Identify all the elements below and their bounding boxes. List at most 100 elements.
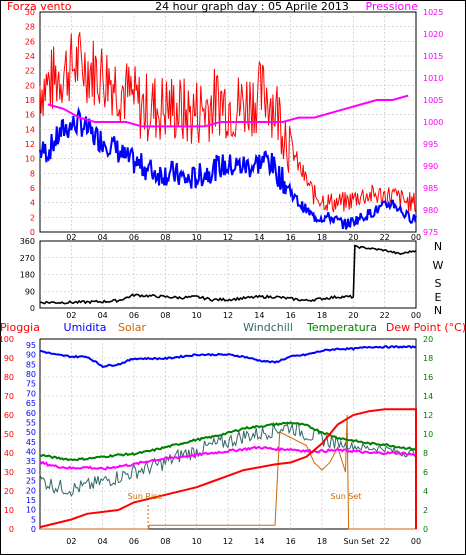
pressure-line [47,94,409,128]
humidity-tick-label: 50 [26,428,36,437]
temp-tick-label: 8 [423,449,428,458]
rain-tick-label: 0 [9,525,14,534]
sun-annotations: Sun Rise Sun Set [128,492,362,529]
compass-label: E [435,291,442,304]
wind-tick-label: 12 [25,140,35,149]
humidity-tick-label: 5 [31,515,36,524]
rain-tick-label: 10 [4,506,14,515]
temp-series [39,345,417,530]
rain-tick-label: 60 [4,411,14,420]
x-tick-label: 04 [98,311,108,320]
humidity-tick-label: 35 [26,457,36,466]
legend-item: Windchill [243,321,293,334]
x-tick-label: 10 [192,233,202,242]
x-tick-label: 22 [380,233,390,242]
pressure-tick-label: 975 [423,228,438,237]
direction-tick-label: 0 [30,304,35,313]
wind-tick-label: 24 [25,52,35,61]
direction-line [39,244,417,305]
humidity-tick-label: 65 [26,399,36,408]
temp-tick-label: 16 [423,373,433,382]
wind-tick-label: 14 [25,125,35,134]
sunrise-label: Sun Rise [128,492,163,501]
humidity-tick-label: 80 [26,370,36,379]
compass-label: N [434,304,442,317]
sunset-label: Sun Set [331,492,362,501]
pressure-tick-label: 1015 [423,52,443,61]
x-tick-label: 22 [380,311,390,320]
humidity-tick-label: 10 [26,506,36,515]
dewpoint-line [39,445,417,471]
x-tick-label: 06 [129,537,139,546]
wind-tick-label: 22 [25,67,35,76]
legend-item: Temperatura [306,321,377,334]
compass-label: N [434,240,442,253]
pressure-tick-label: 990 [423,162,438,171]
temp-tick-label: 18 [423,354,433,363]
x-tick-label: 08 [160,311,170,320]
direction-tick-label: 270 [20,254,35,263]
wind-tick-label: 30 [25,8,35,17]
temperature-line [39,421,417,462]
wind-line [39,106,417,230]
humidity-tick-label: 25 [26,477,36,486]
humidity-tick-label: 95 [26,341,36,350]
rain-tick-label: 70 [4,392,14,401]
x-tick-label: 06 [129,233,139,242]
rain-tick-label: 50 [4,430,14,439]
x-tick-label: 18 [317,233,327,242]
x-tick-label: 08 [160,537,170,546]
humidity-tick-label: 20 [26,486,36,495]
x-tick-label: 12 [223,537,233,546]
temp-tick-label: 2 [423,506,428,515]
direction-plot-grid [40,241,416,308]
x-tick-label: 18 [317,311,327,320]
rain-tick-label: 40 [4,449,14,458]
wind-tick-label: 4 [30,199,35,208]
pressure-tick-label: 1020 [423,30,443,39]
rain-tick-label: 30 [4,468,14,477]
wind-series [39,32,417,230]
x-tick-label: 04 [98,233,108,242]
pressure-tick-label: 980 [423,206,438,215]
rain-line [39,408,417,529]
pressure-tick-label: 995 [423,140,438,149]
pressure-tick-label: 1025 [423,8,443,17]
x-tick-label: 00 [411,311,421,320]
x-tick-label: 14 [254,311,264,320]
legend-item: Pioggia [0,321,40,334]
x-tick-label: 14 [254,537,264,546]
temp-x-ticks: 02 04 06 08 10 12 14 16 18 22 00 Sun Set [66,537,421,546]
wind-axis-title: Forza vento [7,0,72,13]
direction-tick-label: 90 [25,287,35,296]
direction-axis-ticks: 0 90 180 270 360 [20,237,35,313]
direction-tick-label: 180 [20,271,35,280]
humidity-tick-label: 45 [26,438,36,447]
temp-axis-ticks: 0 2 4 6 8 10 12 14 16 18 20 [423,335,433,534]
x-tick-label: 02 [66,233,76,242]
humidity-line [39,345,417,368]
direction-tick-label: 360 [20,237,35,246]
wind-tick-label: 16 [25,111,35,120]
x-tick-label: 02 [66,311,76,320]
legend: Pioggia Umidita Solar Windchill Temperatura D… [0,321,466,334]
pressure-axis-ticks: 975 980 985 990 995 1000 1005 1010 1015 1020 1025 [423,8,443,237]
humidity-tick-label: 90 [26,351,36,360]
temp-tick-label: 4 [423,487,428,496]
temp-tick-label: 20 [423,335,433,344]
wind-tick-label: 2 [30,213,35,222]
compass-label: S [435,277,442,290]
direction-series [39,244,417,305]
humidity-tick-label: 30 [26,467,36,476]
chart-title: 24 hour graph day : 05 Aprile 2013 [155,0,349,13]
legend-item: Dew Point (°C) [386,321,466,334]
wind-tick-label: 6 [30,184,35,193]
pressure-tick-label: 985 [423,184,438,193]
direction-x-ticks: 02 04 06 08 10 12 14 16 18 20 22 00 [66,311,421,320]
x-tick-label: 16 [286,311,296,320]
x-tick-label: 04 [98,537,108,546]
temp-tick-label: 14 [423,392,433,401]
rain-tick-label: 100 [0,335,14,344]
